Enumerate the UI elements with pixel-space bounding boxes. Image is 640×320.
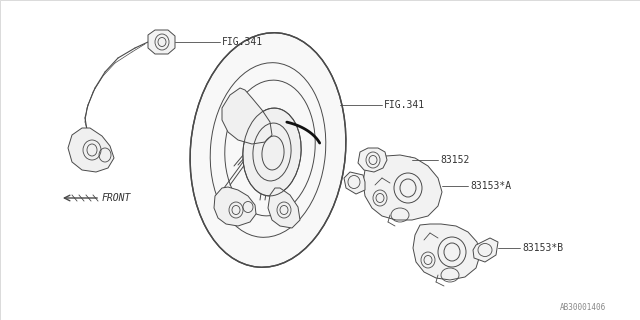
Polygon shape: [268, 188, 300, 228]
Text: FIG.341: FIG.341: [384, 100, 425, 110]
Polygon shape: [222, 88, 272, 144]
Text: 83153*A: 83153*A: [470, 181, 511, 191]
Polygon shape: [344, 172, 365, 194]
Polygon shape: [473, 238, 498, 262]
Polygon shape: [214, 187, 256, 226]
Polygon shape: [68, 128, 114, 172]
Text: AB30001406: AB30001406: [560, 303, 606, 313]
Polygon shape: [363, 155, 442, 220]
Polygon shape: [148, 30, 175, 54]
Text: 83152: 83152: [440, 155, 469, 165]
Ellipse shape: [190, 33, 346, 267]
Polygon shape: [358, 148, 387, 172]
Ellipse shape: [243, 108, 301, 196]
Text: FRONT: FRONT: [102, 193, 131, 203]
Text: 83153*B: 83153*B: [522, 243, 563, 253]
Text: FIG.341: FIG.341: [222, 37, 263, 47]
Polygon shape: [413, 224, 480, 280]
